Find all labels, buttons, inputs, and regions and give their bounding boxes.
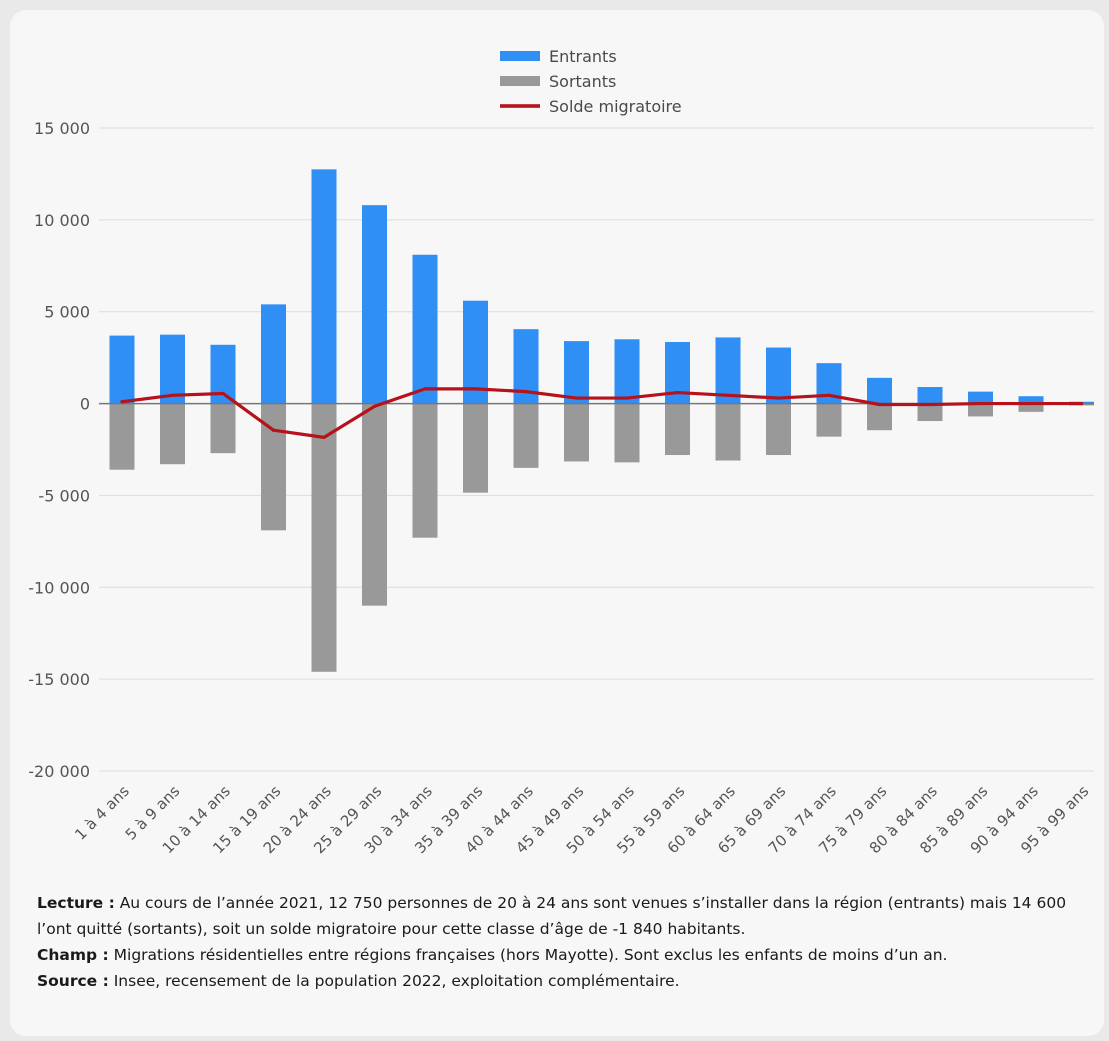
bar-entrants [564,341,589,404]
solde-point [221,391,225,396]
solde-point [120,400,124,404]
legend-label: Solde migratoire [549,97,682,116]
bar-entrants [412,254,438,404]
bar-sortants [513,403,539,468]
solde-point [372,404,377,408]
y-tick-label: 5 000 [44,303,90,322]
solde-migratoire-line [120,387,1084,439]
lecture-label: Lecture : [37,894,115,912]
bar-sortants [109,403,135,470]
bar-entrants [968,391,993,404]
bar-sortants [867,403,892,431]
bar-sortants [362,403,387,606]
bar-sortants [311,403,337,672]
legend-swatch-solde [500,104,540,108]
solde-point [524,390,528,394]
bar-sortants [463,403,488,493]
solde-point [827,393,831,397]
bar-sortants [665,403,690,456]
solde-point [776,396,781,400]
legend-swatch-sortants [500,76,540,86]
bar-sortants [412,403,438,538]
solde-point [271,428,276,432]
bars [109,169,1094,672]
solde-point [877,402,882,407]
bar-entrants [715,337,741,404]
source-note: Source : Insee, recensement de la popula… [37,968,1097,994]
chart-notes: Lecture : Au cours de l’année 2021, 12 7… [37,890,1097,994]
bar-sortants [160,403,185,465]
chart-area: 15 000 10 000 5 000 0 -5 000 -10 000 -15 000 -2… [28,47,1094,857]
champ-label: Champ : [37,946,109,964]
y-tick-label: 15 000 [34,119,90,138]
bar-sortants [614,403,640,463]
legend-label: Entrants [549,47,617,66]
solde-point [574,396,579,400]
bar-entrants [917,387,943,404]
solde-point [928,402,932,407]
bar-sortants [564,403,589,462]
y-tick-label: 0 [80,395,90,414]
solde-point [978,401,983,406]
chart-card: 15 000 10 000 5 000 0 -5 000 -10 000 -15 000 -2… [10,10,1104,1036]
solde-point [726,393,730,397]
y-tick-label: -10 000 [28,578,90,597]
bar-entrants [463,300,488,404]
bar-entrants [261,304,286,404]
bar-sortants [766,403,791,456]
bar-sortants [715,403,741,461]
y-tick-label: -20 000 [28,762,90,781]
source-label: Source : [37,972,109,990]
solde-point [1079,401,1084,406]
bar-sortants [1018,403,1044,412]
bar-entrants [1018,396,1044,404]
bar-entrants [766,347,791,404]
bar-entrants [362,205,387,404]
x-tick-label: 1 à 4 ans [71,782,133,844]
champ-note: Champ : Migrations résidentielles entre … [37,942,1097,968]
bar-sortants [968,403,993,417]
bar-entrants [109,335,135,404]
bar-entrants [614,339,640,404]
source-text: Insee, recensement de la population 2022… [108,972,680,990]
bar-entrants [160,334,185,404]
lecture-note: Lecture : Au cours de l’année 2021, 12 7… [37,890,1097,942]
solde-point [170,393,175,397]
bar-sortants [917,403,943,422]
solde-point [625,396,629,400]
solde-point [322,435,326,439]
legend: Entrants Sortants Solde migratoire [500,47,682,116]
y-tick-label: 10 000 [34,211,90,230]
y-tick-label: -5 000 [38,486,90,505]
solde-point [473,387,478,391]
y-axis-labels: 15 000 10 000 5 000 0 -5 000 -10 000 -15 000 -2… [28,119,90,781]
y-tick-label: -15 000 [28,670,90,689]
legend-label: Sortants [549,72,616,91]
bar-sortants [816,403,842,437]
legend-swatch-entrants [500,51,540,61]
solde-point [675,390,680,395]
solde-line [120,387,1084,439]
bar-entrants [311,169,337,404]
bar-entrants [867,377,892,404]
grid-lines [99,127,1094,772]
bar-sortants [210,403,236,454]
champ-text: Migrations résidentielles entre régions … [108,946,948,964]
solde-point [423,387,427,391]
lecture-text: Au cours de l’année 2021, 12 750 personn… [37,894,1067,938]
solde-point [1029,401,1033,406]
